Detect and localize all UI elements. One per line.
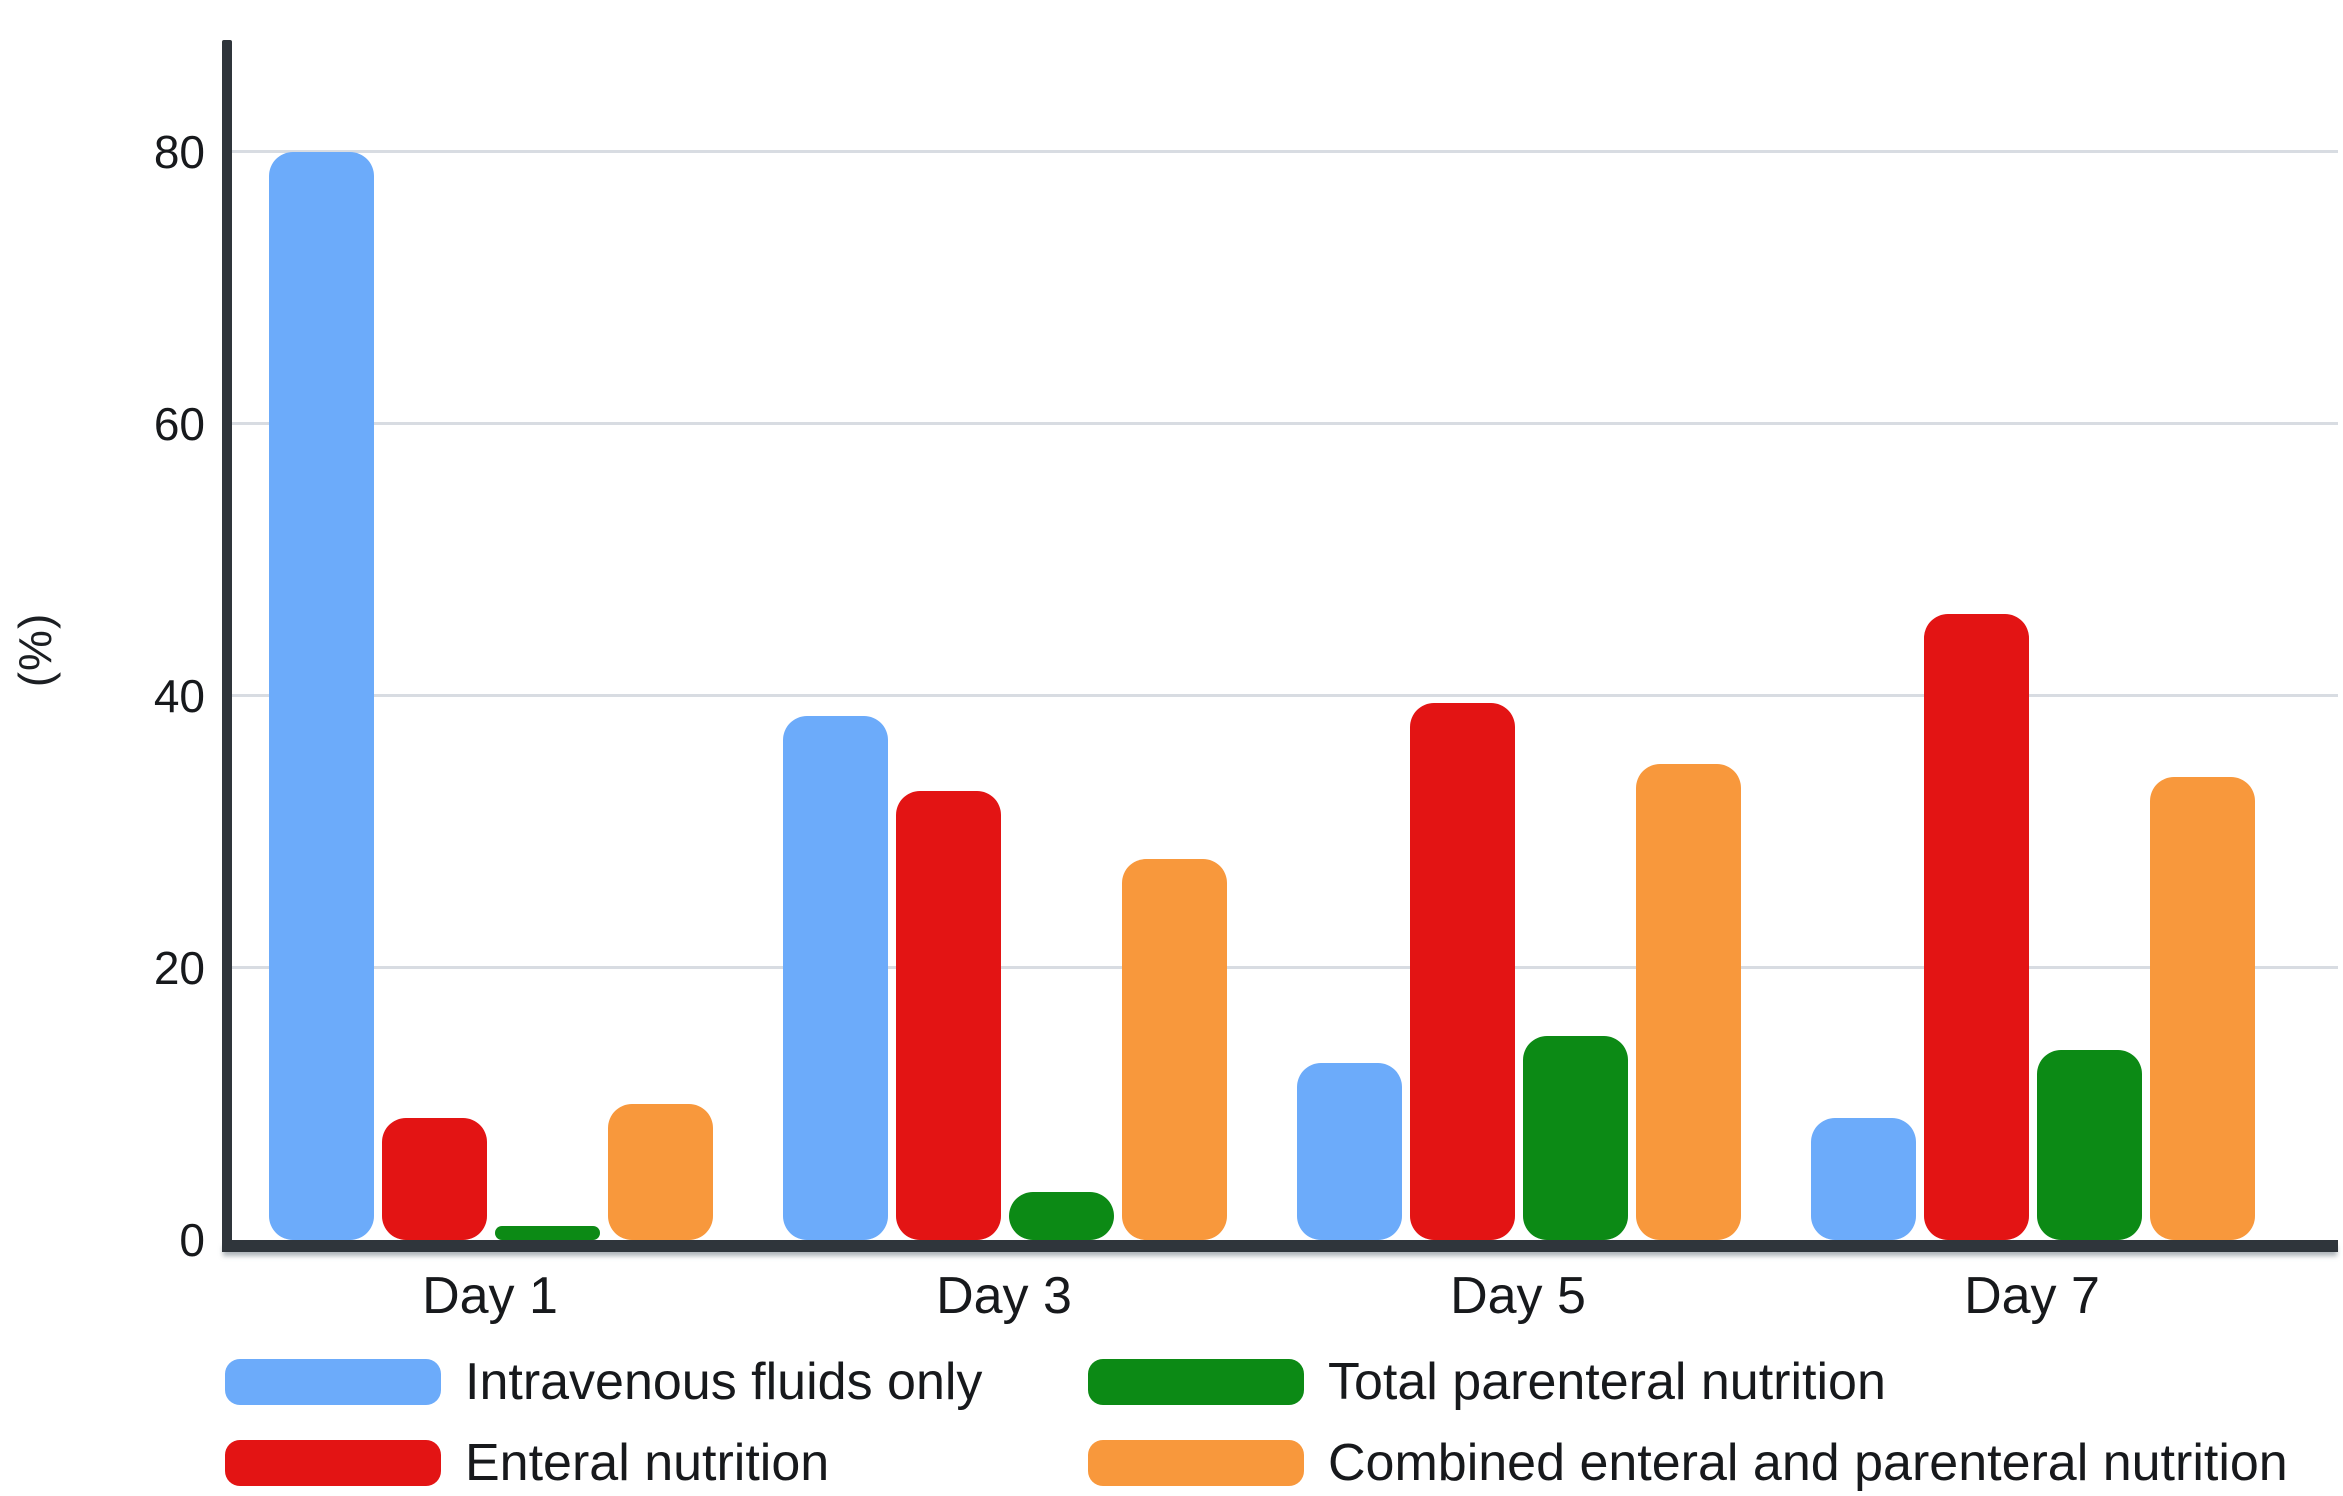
- legend-swatch-series3: [1088, 1440, 1304, 1486]
- y-tick-label-60: 60: [153, 397, 205, 450]
- legend-swatch-series2: [1088, 1359, 1304, 1405]
- legend-label-series3: Combined enteral and parenteral nutritio…: [1328, 1434, 2288, 1492]
- x-axis-label-1: Day 1: [422, 1267, 558, 1325]
- legend-swatch-series1: [225, 1440, 441, 1486]
- x-axis-label-4: Day 7: [1964, 1267, 2100, 1325]
- y-tick-label-0: 0: [179, 1214, 205, 1266]
- x-axis-label-3: Day 5: [1450, 1267, 1586, 1325]
- x-axis-line: [222, 1240, 2338, 1252]
- legend-label-series2: Total parenteral nutrition: [1328, 1353, 1886, 1411]
- bar-day7-series3: [2150, 777, 2255, 1240]
- y-tick-label-80: 80: [153, 125, 205, 178]
- bar-day3-series3: [1122, 859, 1227, 1240]
- gridline-80: [232, 150, 2338, 154]
- bar-day3-series2: [1009, 1192, 1114, 1240]
- gridline-20: [232, 966, 2338, 970]
- plot-area: [232, 40, 2338, 1240]
- bar-day1-series2: [495, 1226, 600, 1240]
- bar-day1-series0: [269, 151, 374, 1240]
- y-tick-label-20: 20: [153, 941, 205, 994]
- legend-label-series1: Enteral nutrition: [465, 1434, 830, 1492]
- bar-day5-series3: [1636, 763, 1741, 1240]
- x-axis-label-2: Day 3: [936, 1267, 1072, 1325]
- legend-label-series0: Intravenous fluids only: [465, 1353, 983, 1411]
- bar-day7-series0: [1811, 1117, 1916, 1240]
- y-axis-line: [222, 40, 232, 1252]
- bar-day1-series3: [608, 1103, 713, 1240]
- bar-day5-series1: [1410, 702, 1515, 1240]
- bar-day7-series1: [1924, 614, 2029, 1240]
- gridline-60: [232, 422, 2338, 426]
- bar-day3-series0: [783, 716, 888, 1240]
- bar-day5-series2: [1523, 1035, 1628, 1240]
- gridline-40: [232, 694, 2338, 698]
- bar-day7-series2: [2037, 1049, 2142, 1240]
- bar-day1-series1: [382, 1117, 487, 1240]
- bar-day5-series0: [1297, 1063, 1402, 1240]
- y-tick-label-40: 40: [153, 669, 205, 722]
- legend-swatch-series0: [225, 1359, 441, 1405]
- bar-day3-series1: [896, 791, 1001, 1240]
